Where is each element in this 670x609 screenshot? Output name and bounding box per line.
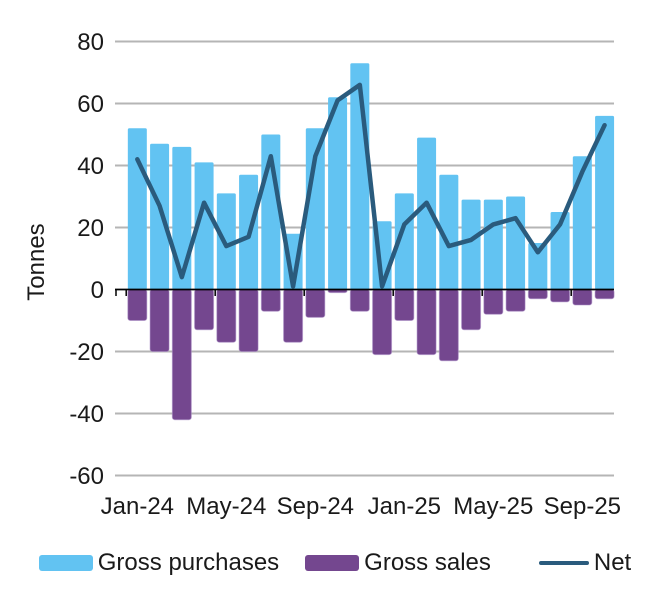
x-tick-label: Sep-25 [544,493,621,520]
bar-gross-sales [127,289,148,321]
y-tick-label: 80 [77,29,104,56]
gross-sales-swatch [305,555,360,571]
bar-gross-sales [305,289,326,318]
x-tick-label: May-24 [186,493,266,520]
bar-gross-purchases [150,143,170,290]
y-tick-label: 20 [77,215,104,242]
y-axis-title: Tonnes [23,223,50,300]
bar-gross-purchases [127,128,147,290]
bar-gross-sales [461,289,482,331]
bar-gross-purchases [439,174,459,290]
bar-gross-purchases [305,128,325,290]
bar-gross-sales [438,289,459,362]
y-tick-label: -40 [69,401,104,428]
bar-gross-sales [483,289,504,315]
legend-item-gross-purchases: Gross purchases [38,549,280,576]
y-tick-label: -20 [69,339,104,366]
bar-gross-purchases [483,199,503,290]
bar-gross-purchases [461,199,481,290]
chart-legend: Gross purchases Gross sales Net [0,546,670,580]
bar-gross-sales [149,289,170,352]
bar-gross-sales [394,289,415,321]
y-tick-label: -60 [69,463,104,490]
bar-gross-purchases [194,162,214,290]
legend-item-gross-sales: Gross sales [305,551,491,575]
bar-gross-purchases [417,137,437,290]
bar-gross-sales [194,289,215,331]
y-tick-label: 60 [77,91,104,118]
y-tick-label: 0 [91,277,104,304]
net-label: Net [593,549,632,576]
bar-gross-sales [349,289,370,312]
bar-gross-purchases [528,243,548,290]
legend-item-net: Net [538,549,632,576]
bar-gross-sales [260,289,281,312]
bar-gross-sales [505,289,526,312]
bar-gross-sales [594,289,615,300]
bar-gross-sales [527,289,548,300]
gross-purchases-label: Gross purchases [97,549,280,576]
gross-purchases-swatch [38,555,93,571]
bar-gross-sales [238,289,259,352]
y-tick-label: 40 [77,153,104,180]
bar-gross-sales [283,289,304,343]
x-tick-label: Jan-25 [368,493,441,520]
bar-gross-sales [171,289,192,421]
x-tick-label: May-25 [453,493,533,520]
bar-gross-sales [372,289,393,356]
bar-gross-sales [572,289,593,306]
x-tick-label: Sep-24 [277,493,354,520]
bar-gross-purchases [572,156,592,290]
bar-gross-sales [416,289,437,356]
bar-gross-sales [550,289,571,303]
net-line-swatch [538,560,589,566]
net-line [135,82,607,289]
bar-gross-purchases [328,97,348,290]
bar-gross-purchases [506,196,526,290]
x-tick-label: Jan-24 [101,493,174,520]
gross-sales-label: Gross sales [364,549,491,576]
bar-gross-purchases [595,115,615,290]
tonnes-bar-line-chart: 80 60 40 20 0 -20 -40 -60 Jan-24 May-24 Sep-24 Jan-… [23,29,621,520]
bar-gross-purchases [172,146,192,290]
bar-gross-sales [216,289,237,343]
